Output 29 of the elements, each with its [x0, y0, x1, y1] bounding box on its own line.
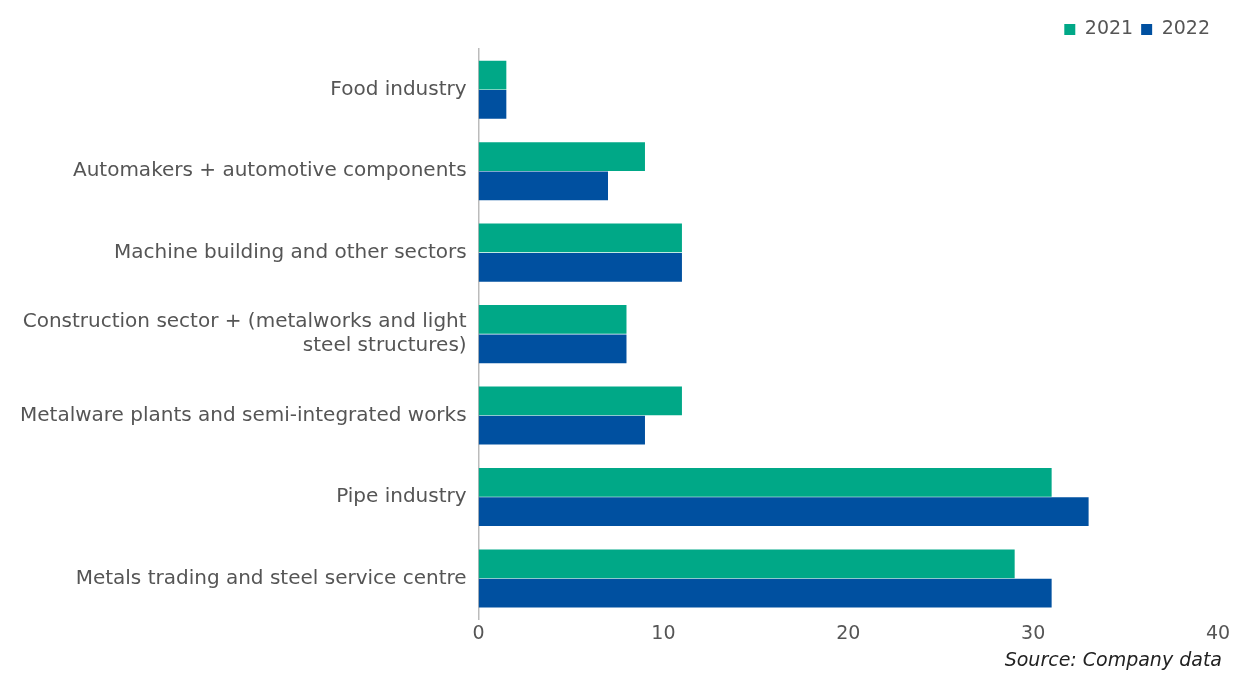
legend-label: 2021: [1084, 16, 1134, 39]
x-tick-label: 20: [836, 620, 861, 643]
y-tick-label: Metals trading and steel service centre: [75, 564, 467, 589]
bar: [478, 305, 627, 334]
y-tick-label: Machine building and other sectors: [114, 238, 467, 263]
bar: [478, 497, 1089, 527]
bar: [478, 415, 645, 445]
x-tick-label: 30: [1021, 620, 1046, 643]
bar: [478, 578, 1052, 608]
bar: [478, 467, 1052, 497]
y-tick-label: Automakers + automotive components: [72, 157, 467, 182]
bar: [478, 171, 608, 201]
x-tick-label: 10: [651, 620, 676, 643]
source-note: Source: Company data: [1003, 648, 1223, 670]
bar: [478, 223, 682, 253]
bar: [478, 334, 627, 364]
bar: [478, 142, 645, 171]
y-tick-label: Pipe industry: [336, 483, 467, 508]
y-tick-label: Construction sector + (metalworks and light steel structures): [22, 308, 467, 357]
bar: [478, 252, 682, 282]
bar: [478, 549, 1015, 579]
bar: [478, 386, 682, 416]
y-tick-label: Food industry: [330, 75, 467, 100]
bar: [478, 90, 507, 119]
bar: [478, 60, 507, 90]
x-tick-label: 0: [472, 620, 485, 643]
y-tick-label: Metalware plants and semi-integrated works: [19, 401, 467, 426]
legend-label: 2022: [1161, 16, 1211, 39]
x-tick-label: 40: [1205, 620, 1231, 643]
